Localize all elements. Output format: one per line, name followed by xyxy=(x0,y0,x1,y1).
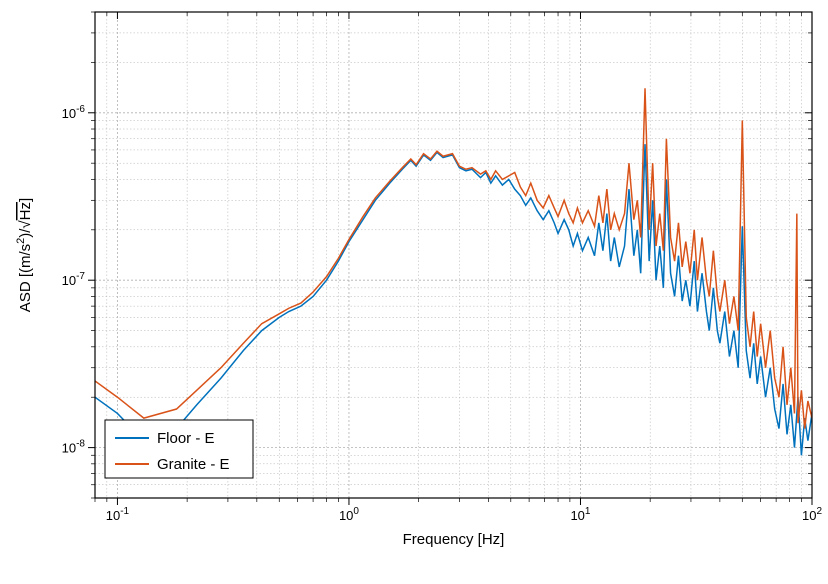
series-floor-e xyxy=(95,144,812,455)
asd-line-chart: 10-1 100 101 102 10-8 10-7 10-6 Frequency [Hz] A… xyxy=(0,0,828,584)
legend-item-label: Granite - E xyxy=(157,456,230,473)
tick-label: 10-1 xyxy=(106,506,130,523)
tick-label: 102 xyxy=(802,506,822,523)
legend-item-label: Floor - E xyxy=(157,430,215,447)
tick-label: 101 xyxy=(570,506,590,523)
tick-label: 10-8 xyxy=(62,439,86,456)
tick-label: 100 xyxy=(339,506,359,523)
tick-label: 10-6 xyxy=(62,104,86,121)
legend: Floor - E Granite - E xyxy=(105,420,253,478)
tick-label: 10-7 xyxy=(62,271,86,288)
series-group xyxy=(95,88,812,455)
x-axis-label: Frequency [Hz] xyxy=(403,531,505,548)
series-granite-e xyxy=(95,88,812,428)
y-axis-label: ASD [(m/s2)/√Hz] xyxy=(15,198,34,312)
